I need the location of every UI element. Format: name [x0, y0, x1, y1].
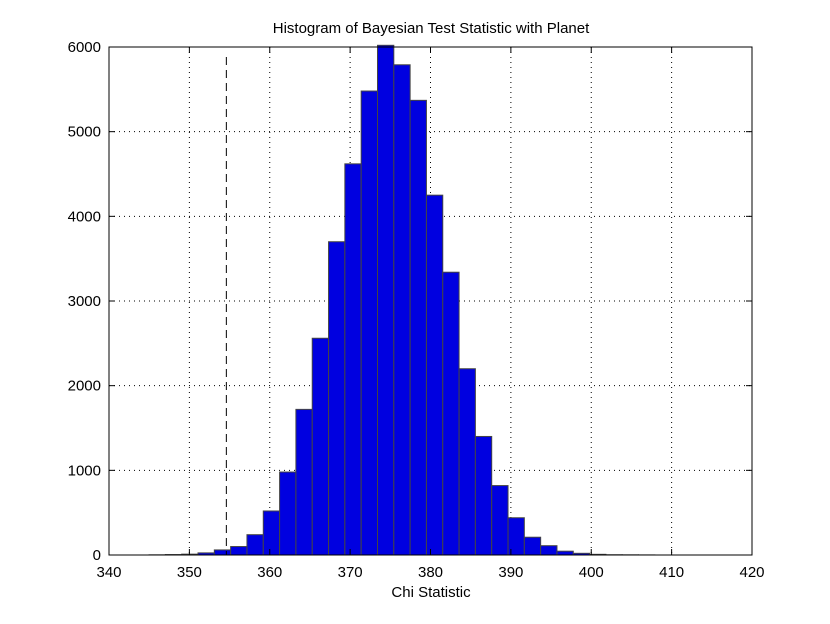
histogram-bar — [230, 546, 248, 556]
x-tick-label: 420 — [739, 564, 764, 581]
y-tick-label: 0 — [93, 547, 101, 564]
histogram-bar — [425, 194, 444, 556]
x-tick-label: 350 — [177, 564, 202, 581]
histogram-bar — [409, 99, 427, 556]
x-tick-label: 380 — [418, 564, 443, 581]
grid-lines — [109, 47, 752, 555]
histogram-bar — [328, 241, 346, 556]
histogram-bar — [213, 549, 232, 556]
histogram-bar — [295, 408, 313, 556]
x-tick-label: 400 — [579, 564, 604, 581]
x-tick-label: 370 — [338, 564, 363, 581]
y-tick-label: 1000 — [68, 462, 101, 479]
y-tick-label: 5000 — [68, 124, 101, 141]
y-tick-label: 3000 — [68, 293, 101, 310]
x-tick-label: 360 — [257, 564, 282, 581]
histogram-bar — [491, 485, 509, 556]
axis-ticks — [108, 46, 753, 556]
histogram-bar — [376, 44, 395, 556]
histogram-bar — [393, 64, 411, 556]
x-tick-label: 390 — [498, 564, 523, 581]
x-axis-label: Chi Statistic — [391, 584, 471, 601]
x-tick-label: 340 — [96, 564, 121, 581]
histogram-bar — [474, 435, 493, 556]
histogram-bar — [311, 337, 330, 556]
histogram-bar — [262, 510, 281, 556]
histogram-bar — [344, 163, 362, 556]
y-tick-labels: 0 1000 2000 3000 4000 5000 6000 — [68, 39, 101, 564]
histogram-bar — [246, 534, 264, 556]
histogram-bar — [556, 550, 574, 556]
x-tick-label: 410 — [659, 564, 684, 581]
histogram-bar — [279, 471, 297, 556]
y-tick-label: 6000 — [68, 39, 101, 56]
histogram-bars — [148, 44, 656, 556]
y-tick-label: 4000 — [68, 208, 101, 225]
chart-title: Histogram of Bayesian Test Statistic wit… — [273, 20, 590, 37]
histogram-bar — [540, 545, 558, 556]
x-tick-labels: 340 350 360 370 380 390 400 410 420 — [96, 564, 764, 581]
y-tick-label: 2000 — [68, 378, 101, 395]
histogram-bar — [442, 271, 460, 556]
histogram-bar — [523, 536, 542, 556]
histogram-bar — [458, 368, 476, 556]
histogram-bar — [360, 90, 378, 556]
